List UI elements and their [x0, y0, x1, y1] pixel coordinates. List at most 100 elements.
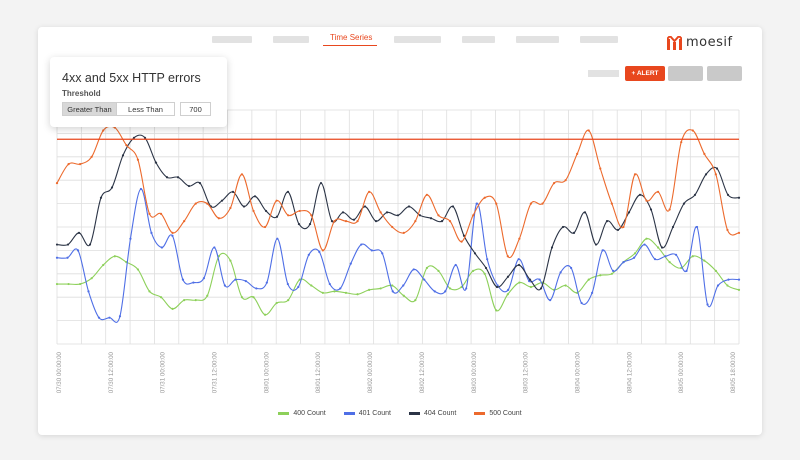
- nav-tab-4[interactable]: [394, 36, 441, 43]
- data-point: [264, 209, 268, 213]
- data-point: [102, 129, 105, 132]
- data-point: [425, 266, 428, 270]
- data-point: [726, 228, 729, 232]
- data-point: [737, 231, 741, 234]
- data-point: [77, 231, 81, 234]
- series-401-count: [55, 187, 741, 323]
- data-point: [55, 282, 59, 286]
- data-point: [656, 190, 660, 193]
- data-point: [129, 237, 132, 240]
- nav-tab-1[interactable]: [212, 36, 252, 43]
- data-point: [541, 202, 544, 205]
- data-point: [576, 152, 579, 155]
- toolbar-option[interactable]: [588, 70, 619, 77]
- data-point: [599, 274, 602, 277]
- legend-swatch-404: [409, 412, 420, 415]
- data-point: [506, 275, 510, 278]
- data-point: [444, 290, 447, 293]
- legend-swatch-500: [474, 412, 486, 415]
- data-point: [310, 214, 313, 217]
- data-point: [341, 211, 345, 214]
- data-point: [321, 291, 324, 294]
- data-point: [183, 299, 186, 302]
- nav-tab-7[interactable]: [580, 36, 618, 43]
- data-point: [321, 249, 324, 252]
- data-point: [286, 282, 289, 286]
- toolbar-button-3[interactable]: [707, 66, 742, 81]
- data-point: [472, 214, 475, 217]
- data-point: [549, 299, 552, 302]
- less-than-toggle[interactable]: Less Than: [116, 102, 175, 116]
- data-point: [538, 278, 541, 281]
- data-point: [587, 278, 590, 281]
- data-point: [473, 252, 477, 255]
- logo-text: moesif: [686, 35, 733, 50]
- data-point: [206, 294, 209, 297]
- data-point: [693, 193, 697, 196]
- data-point: [356, 220, 359, 223]
- data-point: [220, 199, 224, 202]
- data-point: [668, 261, 671, 264]
- data-point: [363, 205, 367, 208]
- nav-tab-5[interactable]: [462, 36, 495, 43]
- data-point: [660, 246, 664, 249]
- data-point: [171, 234, 174, 237]
- data-point: [110, 186, 114, 189]
- data-point: [462, 234, 466, 237]
- data-point: [183, 220, 186, 223]
- data-point: [633, 173, 637, 176]
- data-point: [66, 256, 69, 259]
- legend-500[interactable]: 500 Count: [474, 410, 522, 417]
- toolbar-button-2[interactable]: [668, 66, 703, 81]
- data-point: [344, 220, 348, 223]
- data-point: [275, 215, 279, 218]
- legend-404[interactable]: 404 Count: [409, 410, 456, 417]
- data-point: [429, 217, 433, 220]
- data-point: [685, 269, 688, 272]
- data-point: [594, 243, 598, 246]
- data-point: [121, 154, 125, 157]
- data-point: [414, 299, 417, 302]
- data-point: [402, 231, 405, 234]
- data-point: [287, 299, 290, 302]
- data-point: [87, 290, 90, 293]
- data-point: [310, 284, 313, 287]
- data-point: [570, 266, 573, 270]
- data-point: [217, 217, 220, 220]
- data-point: [97, 316, 101, 319]
- data-point: [550, 246, 554, 249]
- greater-than-toggle[interactable]: Greater Than: [62, 102, 117, 116]
- data-point: [113, 126, 116, 129]
- legend-400[interactable]: 400 Count: [278, 410, 326, 417]
- data-point: [102, 263, 105, 267]
- data-point: [223, 284, 226, 287]
- data-point: [374, 220, 378, 223]
- data-point: [202, 277, 205, 280]
- threshold-input[interactable]: 700: [180, 102, 211, 116]
- data-point: [703, 259, 706, 262]
- data-point: [704, 173, 708, 176]
- nav-tab-time-series[interactable]: Time Series: [330, 33, 373, 42]
- nav-tab-6[interactable]: [516, 36, 559, 43]
- data-point: [737, 278, 741, 281]
- data-point: [737, 196, 741, 199]
- legend-401[interactable]: 401 Count: [343, 410, 391, 417]
- data-point: [726, 284, 729, 287]
- data-point: [437, 214, 440, 217]
- data-point: [385, 211, 389, 214]
- data-point: [139, 187, 143, 191]
- nav-tab-2[interactable]: [273, 36, 309, 43]
- data-point: [55, 243, 59, 246]
- data-point: [580, 301, 583, 305]
- data-point: [213, 246, 216, 249]
- data-point: [695, 225, 699, 229]
- data-point: [632, 256, 636, 259]
- data-point: [148, 212, 151, 215]
- data-point: [495, 202, 498, 205]
- data-point: [402, 294, 405, 297]
- add-alert-button[interactable]: + ALERT: [625, 66, 665, 81]
- data-point: [518, 281, 521, 284]
- data-point: [356, 293, 359, 296]
- data-point: [561, 225, 565, 229]
- data-point: [706, 303, 709, 306]
